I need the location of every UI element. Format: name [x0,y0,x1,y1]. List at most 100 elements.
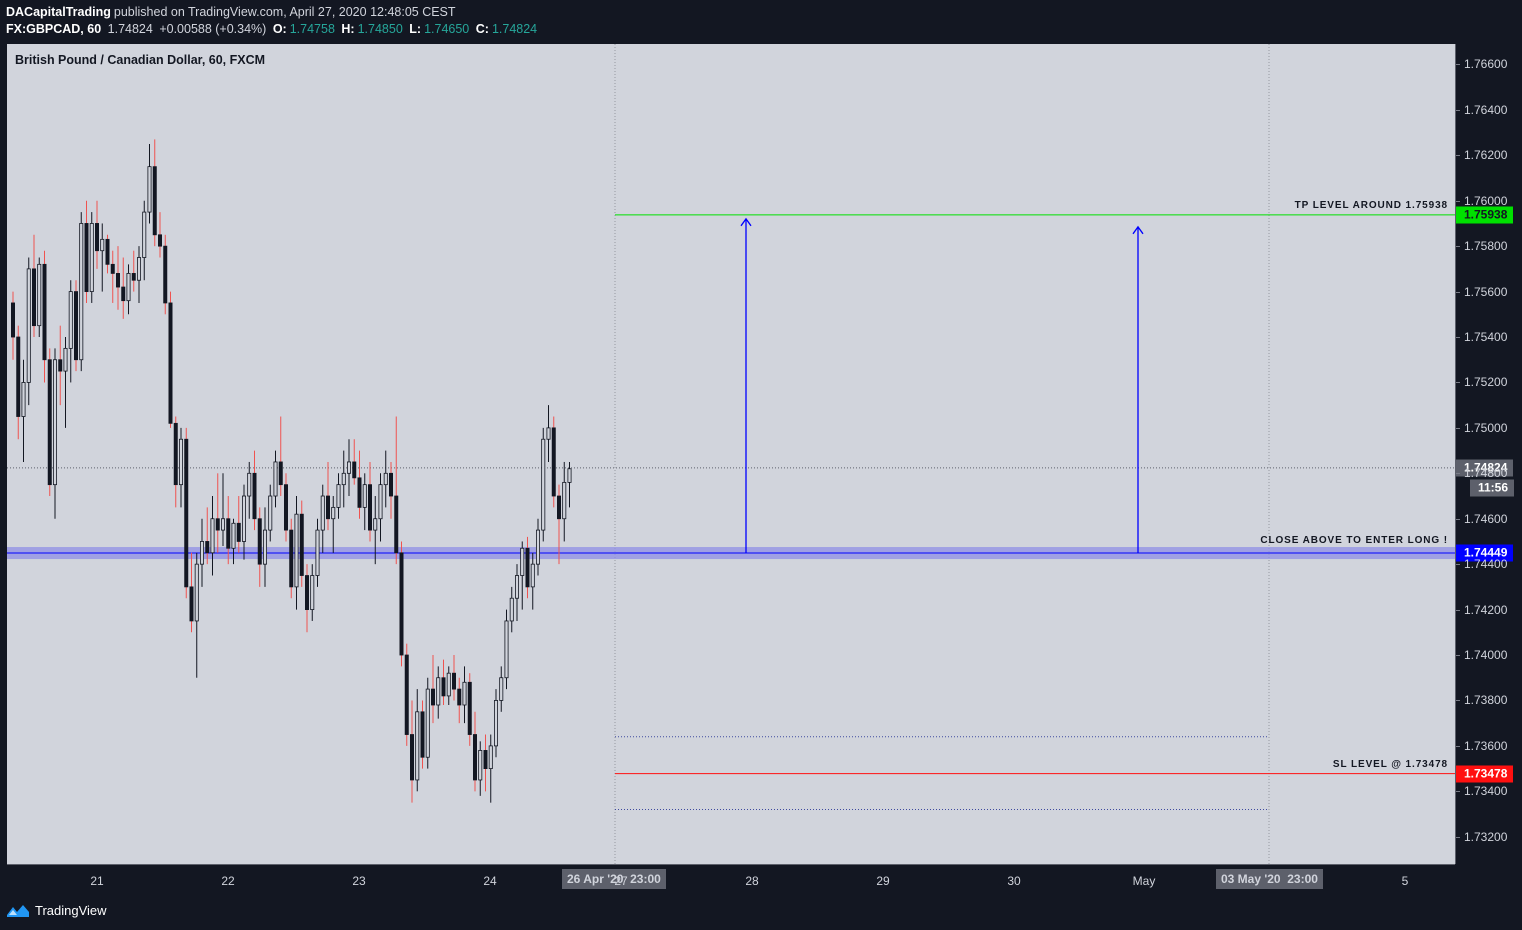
target-arrow-head [740,217,752,227]
candle-body [483,750,488,769]
y-tick-label: 1.76200 [1455,148,1508,163]
candle-body [536,529,541,565]
candle-body [294,513,299,588]
candle-body [116,273,121,288]
tp-price-label: 1.75938 [1456,206,1514,224]
candle-body [499,677,504,701]
candle-body [26,268,31,383]
candle-body [520,547,525,576]
candle-body [509,597,514,622]
x-tick-label: 23 [352,874,366,888]
author-name[interactable]: DACapitalTrading [6,5,111,19]
open-label: O: [272,22,287,36]
candle-body [53,359,58,486]
candle-body [567,468,572,483]
candle-body [268,495,273,531]
candle-body [430,688,435,706]
y-tick-label: 1.73400 [1455,784,1508,799]
tp-annotation[interactable]: TP LEVEL AROUND 1.75938 [1294,199,1448,211]
candle-body [199,541,204,565]
candle-body [488,745,493,769]
candle-body [557,495,562,520]
time-highlight-end-time: 23:00 [1287,872,1318,886]
sl-annotation[interactable]: SL LEVEL @ 1.73478 [1332,758,1448,770]
candle-body [409,734,414,781]
open-value: 1.74758 [289,22,335,36]
chart-plot-area[interactable]: British Pound / Canadian Dollar, 60, FXC… [7,44,1455,864]
candle-body [514,575,519,599]
candle-body [110,263,115,274]
candle-body [58,359,63,372]
candle-body [341,472,346,486]
candle-body [126,273,131,302]
candle-body [231,522,236,549]
candle-body [273,461,278,497]
candle-body [210,518,215,554]
y-tick-label: 1.75600 [1455,284,1508,299]
candle-body [404,654,409,735]
candle-body [283,484,288,531]
candle-body [446,672,451,697]
candle-body [121,286,126,302]
price-axis[interactable]: 1.75938 1.74824 11:56 1.74449 1.73478 1.… [1455,44,1522,864]
candle-body [136,257,141,281]
y-tick-label: 1.74000 [1455,648,1508,663]
y-tick-label: 1.74800 [1455,466,1508,481]
candle-body [373,518,378,531]
candle-body [184,438,189,588]
candle-body [31,268,36,327]
y-tick-label: 1.74600 [1455,511,1508,526]
candle-body [220,518,225,531]
candle-body [68,291,73,349]
candle-body [415,711,420,781]
candle-body [168,302,173,424]
published-text: published on TradingView.com, April 27, … [113,5,456,19]
x-tick-label: 28 [745,874,759,888]
time-axis[interactable]: 26 Apr '20 23:00 03 May '20 23:00 21 22 23… [7,864,1455,894]
candle-body [457,688,462,706]
candle-body [310,575,315,610]
candle-body [399,552,404,656]
footer-brand[interactable]: TradingView [6,902,107,918]
y-tick-label: 1.76600 [1455,57,1508,72]
y-tick-label: 1.75200 [1455,375,1508,390]
candle-body [157,234,162,247]
high-label: H: [341,22,355,36]
candlestick-chart[interactable] [7,44,1455,864]
candle-body [325,495,330,520]
candle-body [16,336,21,417]
candle-body [541,438,546,531]
y-tick-label: 1.73800 [1455,693,1508,708]
candle-body [74,291,79,361]
x-tick-label: 29 [876,874,890,888]
candle-body [504,620,509,679]
candle-body [436,677,441,706]
candle-body [205,541,210,554]
tradingview-logo-icon [7,905,29,917]
candle-body [467,681,472,735]
candle-body [546,427,551,440]
candle-body [289,529,294,588]
x-tick-label: 5 [1401,874,1409,888]
candle-body [100,238,105,252]
low-value: 1.74650 [424,22,470,36]
candle-body [451,672,456,690]
candle-body [262,529,267,565]
candle-body [299,513,304,576]
candle-body [252,472,257,520]
candle-body [551,427,556,497]
time-highlight-start: 26 Apr '20 23:00 [562,869,666,889]
y-tick-label: 1.74400 [1455,557,1508,572]
candle-body [478,750,483,781]
candle-body [147,166,152,213]
candle-body [79,223,84,361]
symbol-name: FX:GBPCAD, 60 [6,22,102,36]
candle-body [178,438,183,486]
candle-body [226,518,231,549]
price-change: +0.00588 (+0.34%) [159,22,267,36]
candle-body [189,586,194,622]
candle-body [257,518,262,565]
entry-annotation[interactable]: CLOSE ABOVE TO ENTER LONG ! [1260,535,1448,547]
candle-body [346,461,351,474]
candle-body [247,472,252,497]
